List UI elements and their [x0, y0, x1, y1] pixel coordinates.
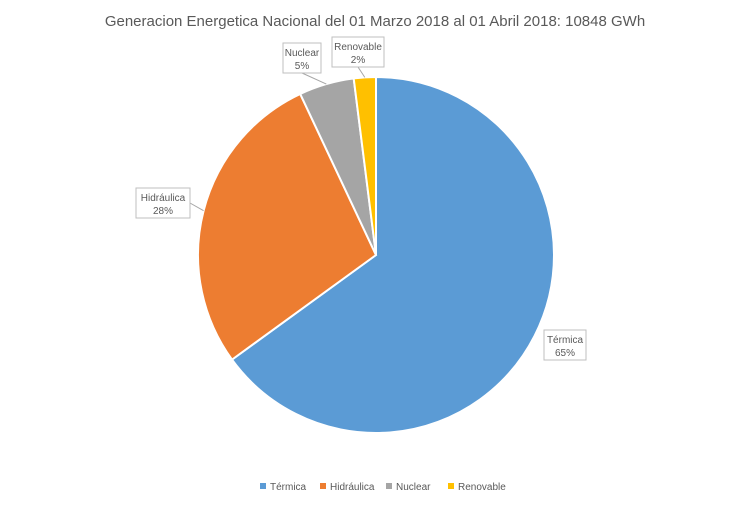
- legend-label: Térmica: [270, 482, 307, 493]
- pie-slice-hidraulica: [197, 92, 378, 362]
- legend-label: Hidráulica: [330, 482, 375, 493]
- pie-slices: [197, 75, 555, 434]
- data-label-value: 65%: [555, 348, 575, 359]
- data-label-category: Renovable: [334, 42, 382, 53]
- leader-line: [301, 72, 327, 85]
- data-label-box: [543, 329, 587, 361]
- pie-slice-renovable: [352, 75, 377, 256]
- legend-swatch: [320, 483, 326, 489]
- legend-item-nuclear: Nuclear: [386, 482, 431, 493]
- legend-label: Renovable: [458, 482, 506, 493]
- legend: Térmica Hidráulica Nuclear Renovable: [260, 482, 506, 493]
- data-label-value: 28%: [153, 206, 173, 217]
- data-label-box: [282, 42, 322, 74]
- legend-item-hidraulica: Hidráulica: [320, 482, 375, 493]
- leader-line: [189, 202, 204, 212]
- legend-swatch: [386, 483, 392, 489]
- data-label-termica: Térmica 65%: [543, 329, 587, 361]
- pie-slice-termica: [230, 75, 555, 434]
- data-label-category: Hidráulica: [141, 193, 186, 204]
- data-label-box: [135, 187, 191, 219]
- leader-line: [357, 66, 366, 78]
- data-label-category: Térmica: [547, 335, 584, 346]
- legend-item-termica: Térmica: [260, 482, 307, 493]
- data-label-value: 5%: [295, 61, 310, 72]
- data-label-category: Nuclear: [285, 48, 320, 59]
- legend-item-renovable: Renovable: [448, 482, 506, 493]
- legend-swatch: [448, 483, 454, 489]
- data-label-hidraulica: Hidráulica 28%: [135, 187, 204, 219]
- legend-swatch: [260, 483, 266, 489]
- data-label-value: 2%: [351, 55, 366, 66]
- data-label-renovable: Renovable 2%: [331, 36, 385, 78]
- data-label-box: [331, 36, 385, 68]
- data-label-nuclear: Nuclear 5%: [282, 42, 327, 85]
- legend-label: Nuclear: [396, 482, 431, 493]
- data-labels: Térmica 65% Hidráulica 28% Nuclear 5% Renovabl…: [135, 36, 587, 361]
- chart-title: Generacion Energetica Nacional del 01 Ma…: [105, 13, 645, 30]
